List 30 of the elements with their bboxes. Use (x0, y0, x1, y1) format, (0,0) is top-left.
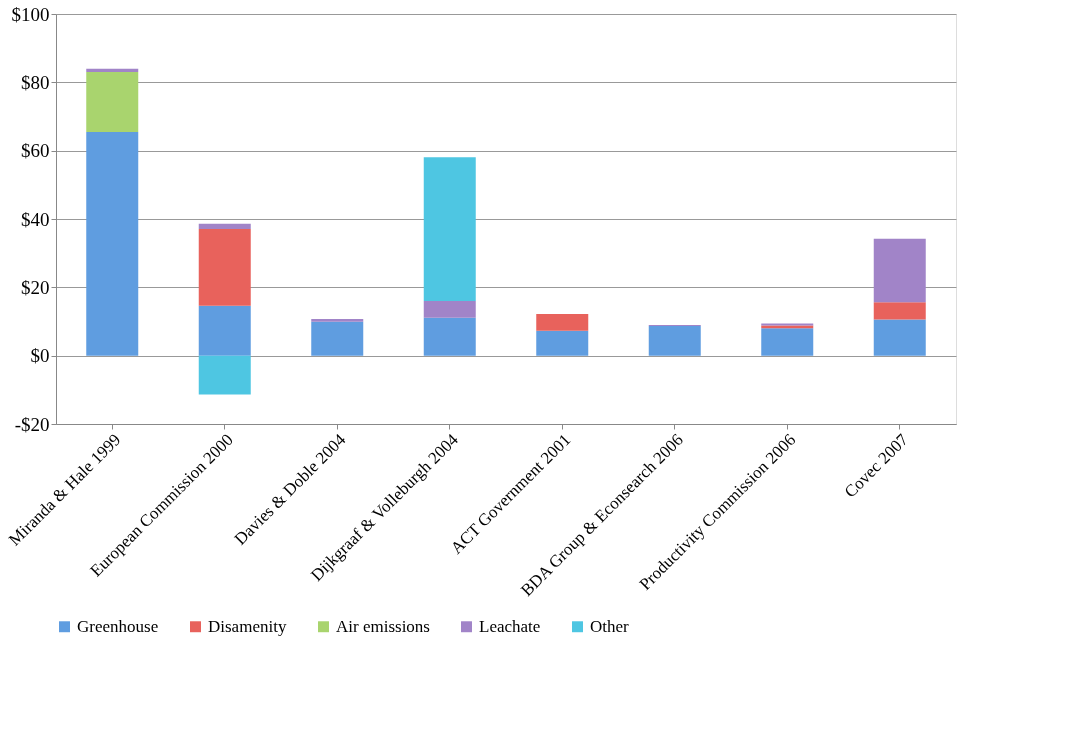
bar (198, 228, 251, 306)
legend-label: Greenhouse (77, 616, 159, 636)
y-tick-label: $20 (21, 276, 50, 298)
legend-label: Disamenity (208, 616, 287, 636)
bar (536, 313, 589, 331)
bar (761, 328, 814, 356)
y-tick-label: -$20 (14, 413, 50, 435)
y-tick-label: $100 (11, 3, 50, 25)
legend-label: Air emissions (336, 616, 430, 636)
y-tick-label: $40 (21, 208, 50, 230)
bar (86, 72, 139, 132)
y-tick-label: $60 (21, 140, 50, 162)
bar (423, 157, 476, 301)
y-tick-label: $0 (30, 345, 50, 367)
bar (873, 238, 926, 303)
y-tick-label: $80 (21, 71, 50, 93)
bar (86, 131, 139, 356)
bar (873, 319, 926, 356)
bar (423, 317, 476, 356)
bar (311, 321, 364, 356)
legend-label: Leachate (479, 616, 541, 636)
bar (423, 301, 476, 318)
bar (198, 305, 251, 356)
bar (648, 325, 701, 356)
bar (536, 330, 589, 356)
bar (198, 223, 251, 229)
bar (311, 319, 364, 322)
legend-label: Other (590, 616, 630, 636)
bar (873, 302, 926, 320)
bar (198, 355, 251, 395)
